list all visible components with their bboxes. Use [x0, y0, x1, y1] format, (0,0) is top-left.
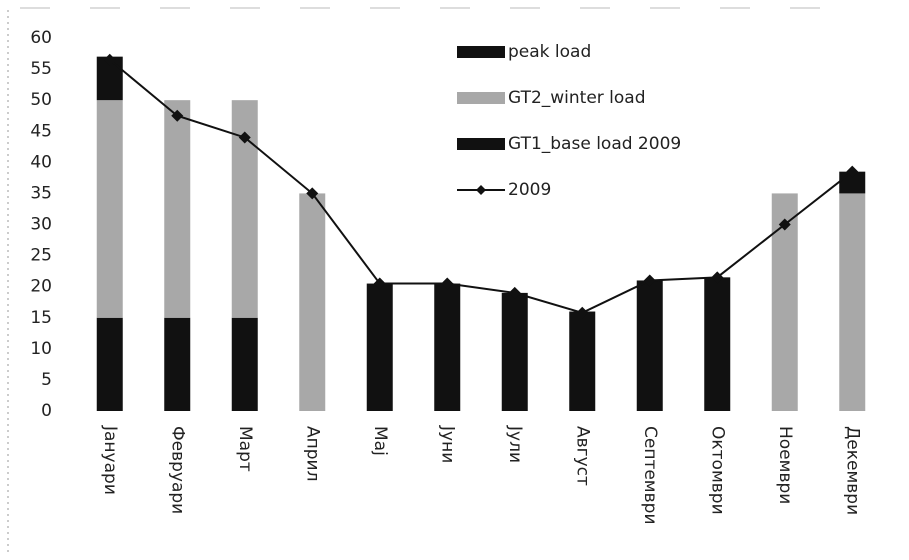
x-tick-label: Мај: [370, 426, 390, 456]
legend-swatch: [457, 46, 505, 58]
y-tick-label: 50: [30, 90, 52, 110]
bar-segment: [96, 100, 123, 318]
y-tick-label: 5: [41, 370, 52, 390]
y-tick-label: 10: [30, 339, 52, 359]
y-tick-label: 40: [30, 152, 52, 172]
x-tick-label: Април: [302, 426, 322, 481]
bar-segment: [366, 283, 393, 411]
legend-label: GT1_base load 2009: [508, 134, 681, 154]
legend-label: peak load: [508, 42, 591, 62]
y-tick-label: 45: [30, 121, 52, 141]
marker: [711, 271, 724, 284]
x-tick-label: Септември: [640, 426, 660, 525]
marker: [508, 286, 521, 299]
legend-swatch: [457, 92, 505, 104]
bar-segment: [434, 283, 461, 411]
legend-swatch: [476, 185, 486, 195]
bar-segment: [704, 277, 731, 411]
y-tick-label: 20: [30, 277, 52, 297]
x-tick-label: Декември: [842, 426, 862, 515]
marker: [103, 53, 116, 66]
marker: [306, 187, 319, 200]
bar-segment: [839, 193, 866, 411]
bar-segment: [636, 280, 663, 411]
bar-segment: [501, 292, 528, 411]
y-tick-label: 55: [30, 59, 52, 79]
marker: [373, 277, 386, 290]
legend-label: 2009: [508, 180, 551, 200]
x-tick-label: Јули: [505, 425, 525, 463]
marker: [171, 109, 184, 122]
bar-segment: [164, 100, 191, 318]
y-tick-label: 0: [41, 401, 52, 421]
x-tick-label: Октомври: [707, 426, 727, 515]
bar-segment: [299, 193, 326, 411]
legend-label: GT2_winter load: [508, 88, 646, 108]
y-tick-label: 25: [30, 246, 52, 266]
marker: [778, 218, 791, 231]
line: [109, 58, 853, 314]
x-tick-label: Февруари: [167, 426, 187, 514]
bar-segment: [164, 317, 191, 411]
marker: [846, 165, 859, 178]
bar-segment: [231, 317, 258, 411]
marker: [643, 274, 656, 287]
marker: [576, 306, 589, 319]
y-tick-label: 35: [30, 183, 52, 203]
x-tick-label: Јуни: [437, 425, 457, 463]
x-tick-label: Август: [572, 426, 592, 486]
marker: [238, 131, 251, 144]
bar-segment: [569, 311, 596, 411]
legend-swatch: [457, 138, 505, 150]
bar-segment: [96, 317, 123, 411]
x-tick-label: Март: [235, 426, 255, 472]
marker: [441, 277, 454, 290]
x-tick-label: Јануари: [100, 425, 120, 495]
y-tick-label: 30: [30, 215, 52, 235]
y-tick-label: 60: [30, 28, 52, 48]
x-tick-label: Ноември: [775, 426, 795, 504]
y-tick-label: 15: [30, 308, 52, 328]
